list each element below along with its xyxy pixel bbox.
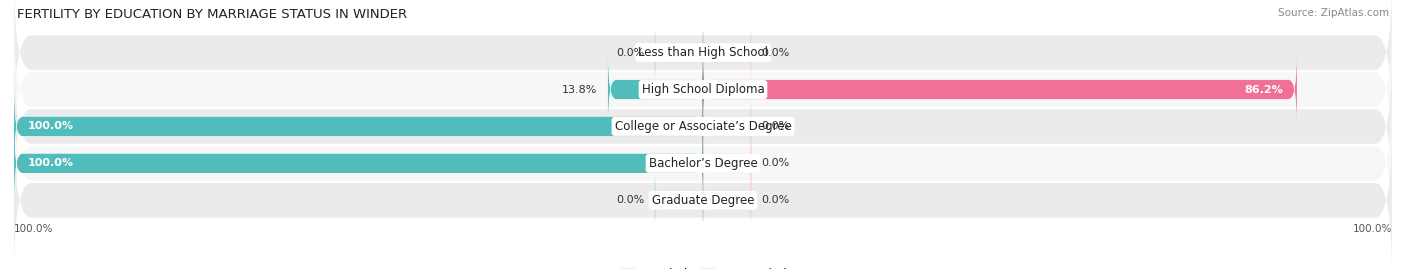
FancyBboxPatch shape (703, 129, 751, 198)
Text: Graduate Degree: Graduate Degree (652, 194, 754, 207)
Text: 100.0%: 100.0% (14, 224, 53, 233)
Text: FERTILITY BY EDUCATION BY MARRIAGE STATUS IN WINDER: FERTILITY BY EDUCATION BY MARRIAGE STATU… (17, 8, 406, 21)
Legend: Married, Unmarried: Married, Unmarried (620, 268, 786, 269)
FancyBboxPatch shape (14, 51, 1392, 201)
Text: 0.0%: 0.0% (762, 48, 790, 58)
Text: 86.2%: 86.2% (1244, 84, 1284, 94)
Text: High School Diploma: High School Diploma (641, 83, 765, 96)
Text: 0.0%: 0.0% (762, 195, 790, 205)
FancyBboxPatch shape (14, 89, 1392, 238)
FancyBboxPatch shape (703, 18, 751, 87)
Text: 0.0%: 0.0% (762, 158, 790, 168)
FancyBboxPatch shape (703, 165, 751, 235)
FancyBboxPatch shape (607, 55, 703, 124)
Text: 0.0%: 0.0% (616, 195, 644, 205)
Text: 100.0%: 100.0% (28, 121, 75, 132)
Text: Bachelor’s Degree: Bachelor’s Degree (648, 157, 758, 170)
Text: 100.0%: 100.0% (1353, 224, 1392, 233)
Text: 0.0%: 0.0% (616, 48, 644, 58)
Text: 13.8%: 13.8% (562, 84, 598, 94)
FancyBboxPatch shape (655, 165, 703, 235)
Text: 0.0%: 0.0% (762, 121, 790, 132)
FancyBboxPatch shape (14, 0, 1392, 128)
FancyBboxPatch shape (14, 125, 1392, 269)
Text: Source: ZipAtlas.com: Source: ZipAtlas.com (1278, 8, 1389, 18)
FancyBboxPatch shape (703, 92, 751, 161)
Text: College or Associate’s Degree: College or Associate’s Degree (614, 120, 792, 133)
FancyBboxPatch shape (14, 92, 703, 161)
FancyBboxPatch shape (655, 18, 703, 87)
FancyBboxPatch shape (14, 129, 703, 198)
FancyBboxPatch shape (703, 55, 1296, 124)
Text: 100.0%: 100.0% (28, 158, 75, 168)
FancyBboxPatch shape (14, 15, 1392, 164)
Text: Less than High School: Less than High School (638, 46, 768, 59)
